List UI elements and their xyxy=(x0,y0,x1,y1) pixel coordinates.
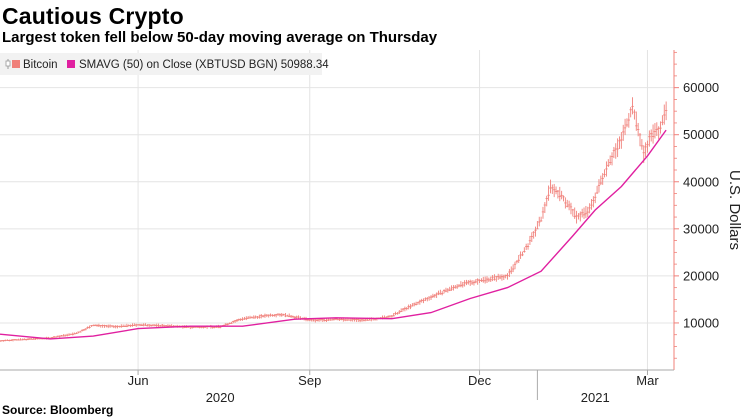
legend: Bitcoin SMAVG (50) on Close (XBTUSD BGN)… xyxy=(0,53,329,75)
chart-title: Cautious Crypto xyxy=(2,3,184,29)
y-tick-label: 40000 xyxy=(683,174,719,189)
candlestick-icon xyxy=(5,59,11,69)
y-tick-label: 20000 xyxy=(683,268,719,283)
bitcoin-legend-swatch xyxy=(12,60,20,68)
x-tick-label: Sep xyxy=(298,373,321,388)
x-tick-group: Jun Sep Dec Mar xyxy=(128,370,659,400)
chart-subtitle: Largest token fell below 50-day moving a… xyxy=(2,29,438,46)
y-gridlines xyxy=(0,87,674,324)
plot-area xyxy=(0,50,674,370)
year-label: 2021 xyxy=(581,390,610,405)
y-tick-label: 50000 xyxy=(683,127,719,142)
y-axis-label: U.S. Dollars xyxy=(726,170,743,250)
x-tick-label: Jun xyxy=(128,373,149,388)
smavg-series-line xyxy=(0,129,667,340)
x-tick-label: Mar xyxy=(636,373,659,388)
y-tick-label: 30000 xyxy=(683,221,719,236)
legend-item-bitcoin: Bitcoin xyxy=(23,59,58,71)
y-tick-label: 60000 xyxy=(683,80,719,95)
y-tick-label: 10000 xyxy=(683,315,719,330)
source-note: Source: Bloomberg xyxy=(2,403,114,417)
legend-background xyxy=(0,53,322,75)
x-tick-label: Dec xyxy=(468,373,492,388)
y-tick-group: 10000 20000 30000 40000 50000 60000 xyxy=(674,51,719,359)
legend-item-smavg: SMAVG (50) on Close (XBTUSD BGN) 50988.3… xyxy=(79,59,329,71)
x-gridlines xyxy=(137,50,648,370)
year-label: 2020 xyxy=(206,390,235,405)
line-swatch-icon xyxy=(67,60,75,68)
year-label-group: 2020 2021 xyxy=(206,390,610,405)
